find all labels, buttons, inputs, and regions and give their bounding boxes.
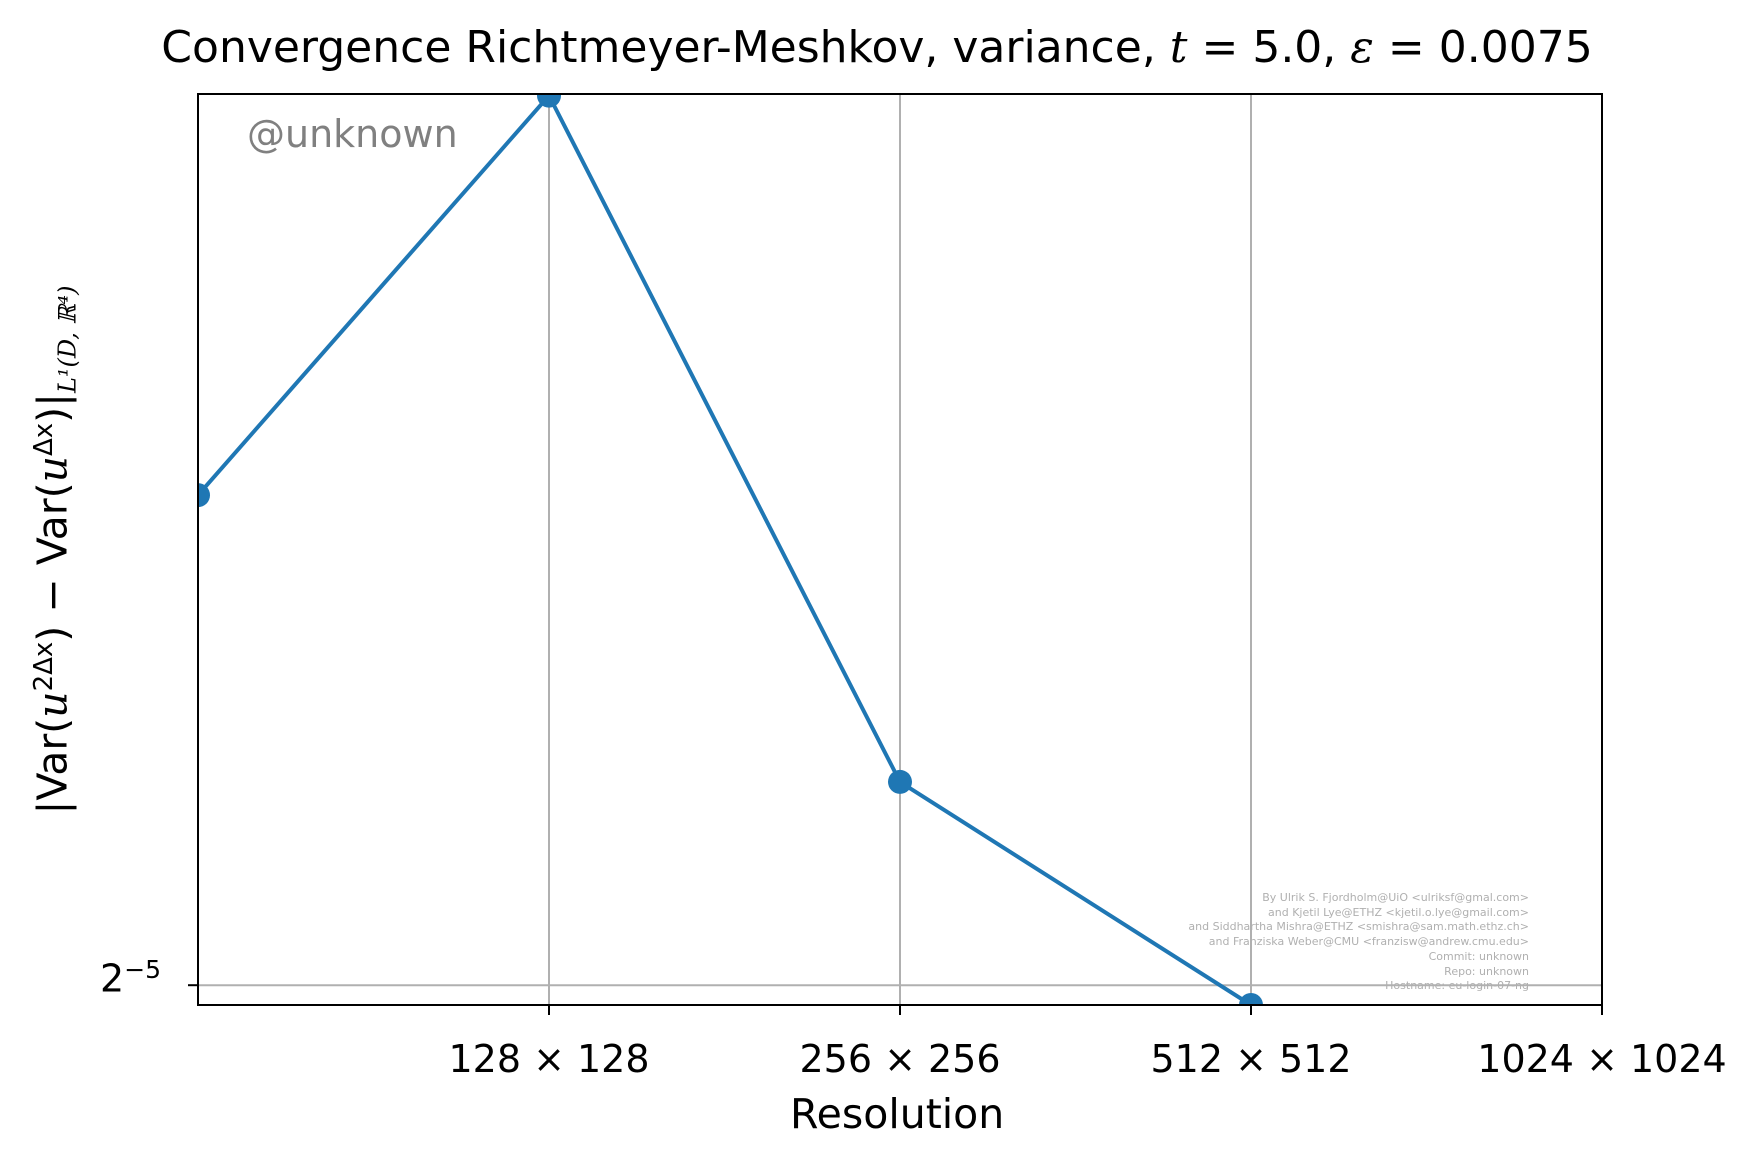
watermark: @unknown xyxy=(247,112,458,156)
x-tick-label: 128 × 128 xyxy=(448,1037,649,1081)
series-line xyxy=(198,94,1253,1005)
data-point xyxy=(198,483,210,508)
series-group xyxy=(198,94,1263,1005)
series-layer xyxy=(198,94,1263,1005)
x-tick-label: 1024 × 1024 xyxy=(1477,1037,1726,1081)
data-point xyxy=(1239,993,1263,1005)
grid-lines xyxy=(198,94,1603,1005)
credits-line: Commit: unknown xyxy=(1428,949,1529,963)
x-tick-label: 512 × 512 xyxy=(1150,1037,1351,1081)
tick-marks xyxy=(188,984,1603,1015)
data-point xyxy=(888,769,912,794)
x-tick-labels: 128 × 128 256 × 256 512 × 512 1024 × 1024 xyxy=(448,1037,1726,1081)
x-tick-label: 256 × 256 xyxy=(799,1037,1000,1081)
y-axis-label: |Var(u2Δx) − Var(uΔx)|L¹(D, ℝ⁴) xyxy=(28,285,82,815)
credits-line: Hostname: eu-login-07-ng xyxy=(1385,979,1529,993)
data-point xyxy=(537,94,561,108)
chart-title: Convergence Richtmeyer-Meshkov, variance… xyxy=(161,22,1593,73)
credits-line: Repo: unknown xyxy=(1444,964,1529,978)
y-tick-label: 2−5 xyxy=(100,955,162,1001)
credits-line: and Franziska Weber@CMU <franzisw@andrew… xyxy=(1208,935,1529,949)
credits-block: By Ulrik S. Fjordholm@UiO <ulriksf@gmal.… xyxy=(1188,891,1529,994)
x-axis-label: Resolution xyxy=(790,1090,1005,1138)
credits-line: and Kjetil Lye@ETHZ <kjetil.o.lye@gmail.… xyxy=(1268,905,1529,919)
credits-line: By Ulrik S. Fjordholm@UiO <ulriksf@gmal.… xyxy=(1262,891,1529,904)
credits-line: and Siddhartha Mishra@ETHZ <smishra@sam.… xyxy=(1188,920,1529,934)
